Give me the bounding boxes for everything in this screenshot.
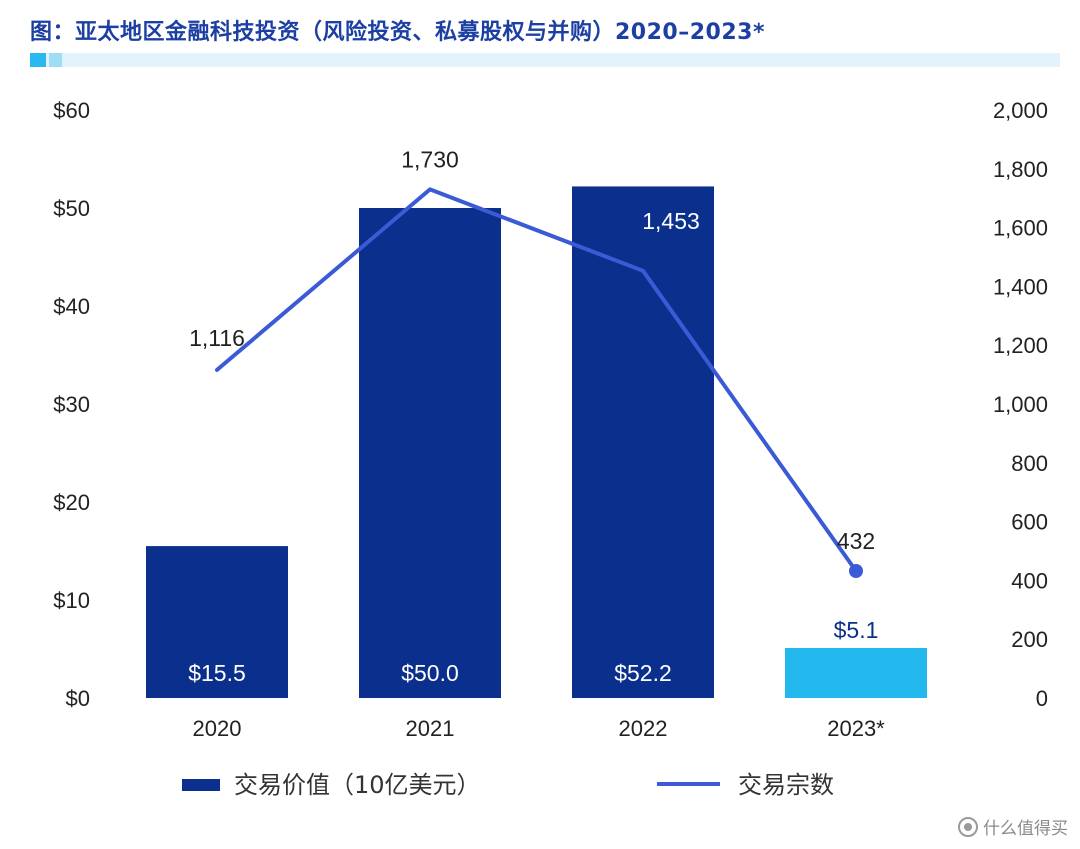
line-point-label: 1,730 [401,146,459,172]
title-accent-block-light [49,53,62,67]
line-point-marker [849,563,863,578]
bar-value-label: $52.2 [614,660,672,686]
bar-series [146,186,927,698]
line-point-label: 432 [837,528,875,554]
bar-value-label: $50.0 [401,660,459,686]
left-axis-tick-label: $50 [53,196,90,221]
bar [146,546,288,698]
chart-title: 图：亚太地区金融科技投资（风险投资、私募股权与并购）2020–2023* [30,20,765,45]
left-axis-tick-label: $40 [53,294,90,319]
title-underline-bar [30,53,1060,67]
title-accent-block [30,53,46,67]
right-axis-tick-label: 800 [1011,451,1048,476]
x-axis: 2020 2021 2022 2023* [193,716,886,741]
legend-bar-label: 交易价值（10亿美元） [234,771,481,799]
line-point-label: 1,116 [189,325,245,351]
line-path [215,187,858,573]
line-series: 1,116 1,730 1,453 432 [189,146,875,578]
right-axis-tick-label: 1,000 [993,392,1048,417]
bar-value-label: $5.1 [834,617,879,643]
x-axis-tick-label: 2020 [193,716,242,741]
watermark: 什么值得买 [958,814,1068,839]
right-axis-tick-label: 400 [1011,568,1048,593]
right-axis-tick-label: 600 [1011,510,1048,535]
right-axis-tick-label: 1,200 [993,333,1048,358]
bar-labels: $15.5 $50.0 $52.2 $5.1 [188,617,878,686]
right-axis-tick-label: 1,600 [993,216,1048,241]
legend: 交易价值（10亿美元） 交易宗数 [182,771,834,799]
left-axis-tick-label: $0 [66,686,90,711]
watermark-text: 什么值得买 [983,819,1068,839]
x-axis-tick-label: 2022 [619,716,668,741]
line-point-label: 1,453 [642,208,700,234]
legend-line-label: 交易宗数 [738,771,834,799]
left-y-axis: $0 $10 $20 $30 $40 $50 $60 [53,98,90,711]
bar [572,186,714,698]
bar-value-label: $15.5 [188,660,246,686]
right-axis-tick-label: 0 [1036,686,1048,711]
right-axis-tick-label: 200 [1011,627,1048,652]
x-axis-tick-label: 2023* [827,716,885,741]
legend-bar-swatch [182,779,220,791]
watermark-logo-icon [958,816,978,837]
bar [359,208,501,698]
right-y-axis: 0 200 400 600 800 1,000 1,200 1,400 1,600 1,800 2,… [993,98,1048,711]
right-axis-tick-label: 1,400 [993,274,1048,299]
x-axis-tick-label: 2021 [406,716,455,741]
left-axis-tick-label: $30 [53,392,90,417]
left-axis-tick-label: $10 [53,588,90,613]
left-axis-tick-label: $60 [53,98,90,123]
bar [785,648,927,698]
left-axis-tick-label: $20 [53,490,90,515]
right-axis-tick-label: 1,800 [993,157,1048,182]
right-axis-tick-label: 2,000 [993,98,1048,123]
